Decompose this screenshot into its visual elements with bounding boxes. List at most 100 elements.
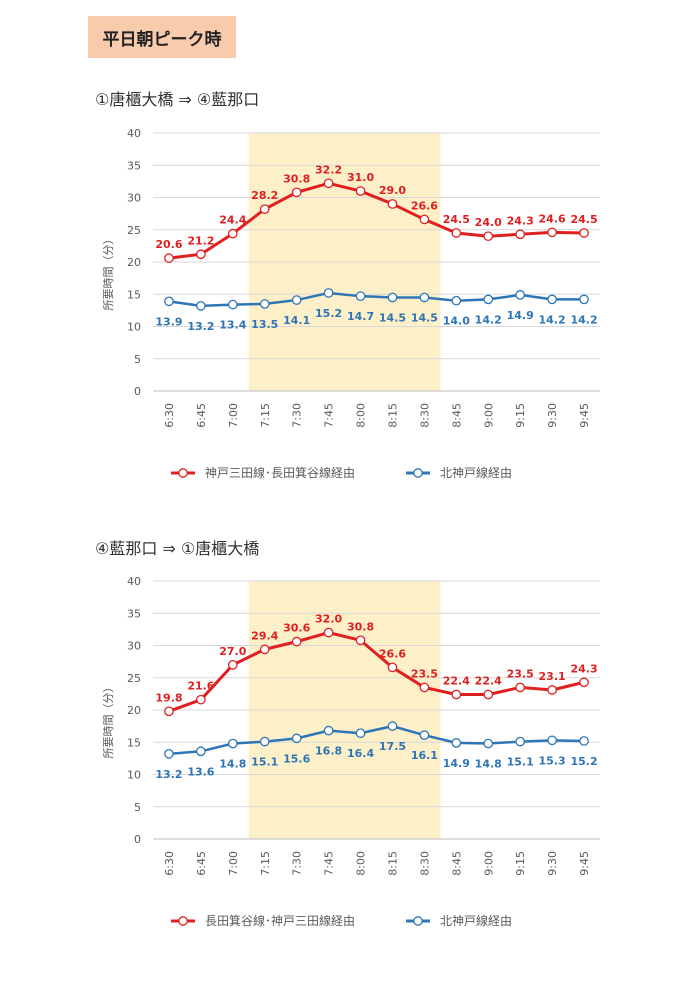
data-label: 26.6: [379, 647, 406, 660]
x-tick-label: 9:30: [546, 851, 559, 876]
data-point: [164, 253, 174, 263]
y-tick-label: 40: [127, 575, 141, 588]
data-point: [419, 292, 430, 303]
data-label: 14.2: [539, 313, 566, 326]
x-tick-label: 8:15: [386, 851, 399, 876]
page-title: 平日朝ピーク時: [88, 16, 236, 58]
data-point: [323, 725, 334, 736]
data-point: [323, 627, 334, 638]
legend-label: 長田箕谷線･神戸三田線経由: [205, 913, 355, 928]
data-label: 31.0: [347, 171, 374, 184]
data-label: 13.9: [155, 315, 182, 328]
series-line-red: [168, 181, 585, 260]
data-point: [259, 644, 270, 655]
data-point: [259, 204, 270, 214]
x-tick-label: 7:00: [227, 403, 240, 428]
legend-swatch-marker: [178, 916, 188, 926]
data-label: 19.8: [155, 691, 182, 704]
data-point: [547, 294, 557, 305]
y-tick-label: 15: [127, 288, 141, 301]
data-point: [196, 249, 206, 260]
data-point: [227, 738, 238, 749]
y-tick-label: 5: [134, 353, 141, 366]
data-point: [227, 228, 238, 239]
x-tick-label: 7:30: [291, 851, 304, 876]
y-tick-label: 25: [127, 672, 141, 685]
y-axis-label: 所要時間（分）: [102, 682, 115, 759]
legend-label: 神戸三田線･長田箕谷線経由: [205, 465, 355, 480]
y-tick-label: 0: [134, 385, 141, 398]
data-point: [579, 228, 589, 238]
data-label: 14.5: [411, 311, 438, 324]
data-label: 16.4: [347, 747, 374, 760]
data-label: 15.3: [539, 754, 566, 767]
data-label: 14.2: [475, 313, 502, 326]
data-label: 22.4: [475, 675, 502, 688]
data-point: [323, 288, 334, 298]
data-point: [164, 706, 174, 717]
y-tick-label: 35: [127, 159, 141, 172]
data-label: 14.5: [379, 311, 406, 324]
data-label: 14.8: [219, 758, 246, 771]
data-label: 13.2: [155, 768, 182, 781]
data-label: 24.5: [443, 213, 470, 226]
data-point: [323, 178, 334, 189]
x-tick-label: 8:30: [418, 403, 431, 428]
data-point: [355, 291, 366, 302]
y-tick-label: 30: [127, 640, 141, 653]
x-tick-label: 7:00: [227, 851, 240, 876]
data-point: [227, 660, 238, 670]
y-tick-label: 15: [127, 736, 141, 749]
data-label: 14.9: [507, 309, 534, 322]
data-label: 30.8: [283, 172, 310, 185]
x-tick-label: 9:30: [546, 403, 559, 428]
data-label: 15.6: [283, 752, 310, 765]
x-tick-label: 7:45: [323, 403, 336, 428]
x-tick-label: 9:00: [482, 851, 495, 876]
y-tick-label: 5: [134, 801, 141, 814]
data-label: 26.6: [411, 199, 438, 212]
legend-label: 北神戸線経由: [440, 913, 512, 928]
data-label: 13.4: [219, 319, 246, 332]
data-point: [451, 689, 462, 700]
data-point: [579, 294, 589, 305]
data-point: [419, 214, 430, 225]
data-label: 32.2: [315, 163, 342, 176]
data-label: 27.0: [219, 645, 246, 658]
data-label: 14.8: [475, 758, 502, 771]
data-point: [451, 228, 462, 238]
data-point: [483, 738, 494, 749]
data-label: 24.0: [475, 216, 502, 229]
data-point: [451, 295, 462, 306]
y-tick-label: 30: [127, 192, 141, 205]
data-point: [579, 736, 589, 746]
data-point: [419, 730, 430, 741]
data-label: 24.6: [539, 212, 566, 225]
x-tick-label: 7:30: [291, 403, 304, 428]
data-point: [483, 231, 494, 242]
data-label: 14.0: [443, 315, 470, 328]
data-label: 24.3: [570, 662, 597, 675]
y-tick-label: 40: [127, 127, 141, 140]
data-point: [515, 736, 526, 747]
data-point: [164, 296, 174, 307]
legend-swatch-marker: [178, 468, 188, 478]
data-label: 14.2: [570, 313, 597, 326]
x-tick-label: 8:00: [355, 851, 368, 876]
data-point: [355, 635, 366, 646]
data-label: 15.1: [507, 756, 534, 769]
data-point: [387, 199, 398, 209]
data-label: 24.3: [507, 214, 534, 227]
data-label: 30.6: [283, 622, 310, 635]
data-point: [451, 738, 462, 748]
data-point: [196, 694, 206, 705]
chart-2: 0 5 10 15 20 25 30 35 40 所要時間（分） 6:30 6:45 7:00 7:15 7…: [102, 575, 600, 928]
chart-1: 0 5 10 15 20 25 30 35 40 所要時間（分） 6:30 6:45 7:00 7:15 7…: [102, 127, 600, 480]
x-tick-label: 9:00: [482, 403, 495, 428]
data-point: [547, 685, 557, 695]
data-label: 15.2: [315, 307, 342, 320]
y-tick-label: 10: [127, 769, 141, 782]
data-label: 17.5: [379, 740, 406, 753]
x-tick-label: 9:15: [514, 403, 527, 428]
data-point: [515, 229, 526, 240]
